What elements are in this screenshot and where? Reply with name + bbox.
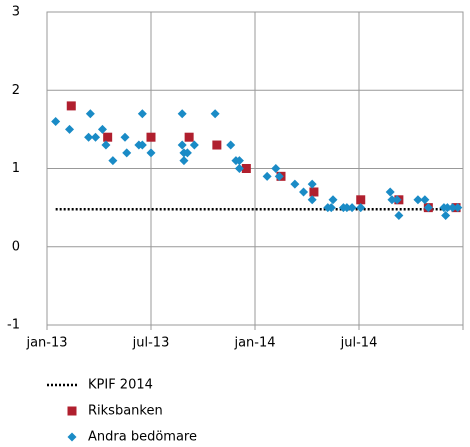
y-tick-label: 3 [12, 5, 20, 20]
data-point [108, 156, 118, 166]
x-tick-label: jan-14 [233, 336, 275, 351]
data-point [146, 132, 156, 142]
data-point [103, 132, 113, 142]
data-point [97, 124, 107, 134]
data-point [84, 132, 94, 142]
data-point [241, 164, 251, 173]
data-point [51, 117, 61, 127]
data-point [234, 164, 244, 173]
data-point [120, 132, 130, 142]
data-point [137, 140, 147, 150]
data-point [342, 203, 352, 213]
data-point [290, 179, 300, 189]
data-point [91, 132, 101, 142]
data-point [66, 101, 76, 111]
data-point [413, 195, 423, 205]
data-point [299, 187, 309, 197]
data-point [122, 148, 132, 158]
data-point [274, 171, 284, 181]
data-point [448, 203, 458, 213]
data-point [85, 109, 95, 119]
data-point [328, 195, 338, 205]
data-point [347, 203, 357, 213]
data-point [177, 109, 187, 119]
x-tick-label: jul-14 [340, 336, 378, 351]
data-point [453, 203, 463, 213]
data-point [356, 203, 366, 213]
data-point [234, 156, 244, 166]
data-point [309, 187, 319, 197]
legend-label: Andra bedömare [88, 430, 197, 445]
data-point [392, 195, 402, 205]
x-tick-label: jan-13 [25, 336, 67, 351]
data-point [442, 203, 452, 213]
data-point [356, 195, 366, 205]
data-point [146, 148, 156, 158]
y-tick-label: 2 [12, 83, 20, 98]
data-point [210, 109, 220, 119]
data-point [101, 140, 111, 150]
data-point [179, 156, 189, 166]
data-point [326, 203, 336, 213]
data-point [262, 171, 272, 181]
data-point [212, 140, 222, 150]
legend-label: KPIF 2014 [88, 378, 153, 393]
legend-swatch [67, 406, 77, 416]
data-point [423, 203, 433, 213]
data-point [420, 195, 430, 205]
data-point [65, 124, 75, 134]
y-tick-label: 1 [12, 161, 20, 176]
data-point [137, 109, 147, 119]
data-point [441, 210, 451, 220]
x-tick-label: jul-13 [132, 336, 170, 351]
legend-swatch [67, 432, 77, 442]
data-point [307, 195, 317, 205]
data-point [385, 187, 395, 197]
y-tick-label: 0 [12, 239, 20, 254]
legend-label: Riksbanken [88, 404, 163, 419]
data-point [226, 140, 236, 150]
data-point [177, 140, 187, 150]
data-point [182, 148, 192, 158]
y-tick-label: -1 [7, 318, 20, 333]
data-point [184, 132, 194, 142]
data-point [189, 140, 199, 150]
data-point [307, 179, 317, 189]
data-point [271, 164, 281, 173]
data-point [387, 195, 397, 205]
data-point [394, 210, 404, 220]
